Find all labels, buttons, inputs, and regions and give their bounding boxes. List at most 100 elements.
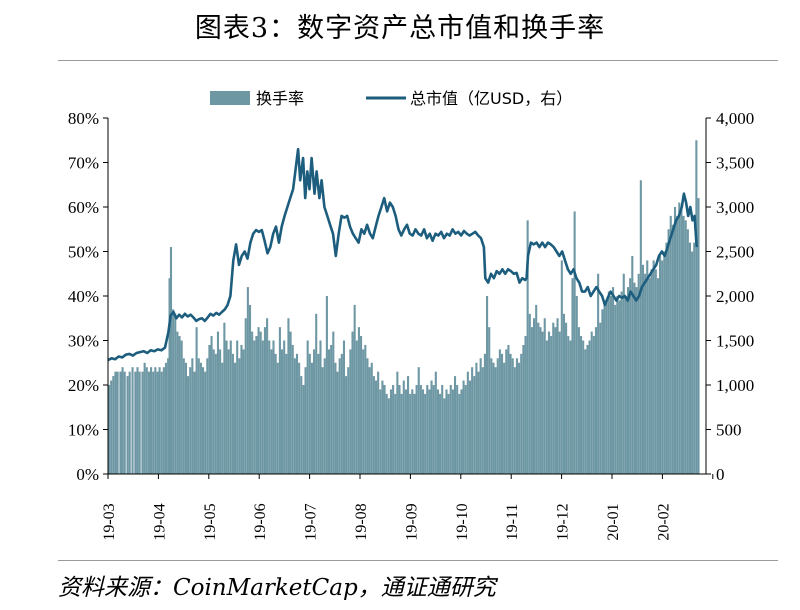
turnover-bar — [695, 140, 698, 474]
turnover-bar — [509, 353, 512, 474]
turnover-bar — [434, 371, 437, 474]
turnover-bar — [362, 349, 365, 474]
turnover-bar — [227, 349, 230, 474]
turnover-bar — [160, 371, 163, 474]
turnover-bar — [261, 340, 264, 474]
turnover-bar — [404, 389, 407, 474]
turnover-bar — [650, 269, 653, 474]
turnover-bar — [669, 215, 672, 474]
turnover-bar — [263, 327, 267, 474]
turnover-bar — [240, 344, 243, 474]
turnover-bar — [219, 349, 222, 474]
turnover-bar — [119, 371, 122, 474]
turnover-bar — [533, 318, 536, 474]
legend-label-turnover: 换手率 — [256, 89, 304, 108]
turnover-bar — [552, 322, 555, 474]
turnover-bar — [682, 215, 685, 474]
turnover-bar — [515, 358, 519, 474]
turnover-bar — [597, 273, 600, 474]
turnover-bar — [385, 393, 388, 474]
turnover-bar — [663, 251, 666, 474]
turnover-bar — [398, 385, 401, 474]
turnover-bar — [488, 327, 491, 474]
turnover-bar — [575, 296, 578, 474]
x-tick-label: 20-02 — [655, 503, 672, 540]
turnover-bar — [321, 367, 324, 474]
turnover-bar — [162, 367, 165, 474]
turnover-bar — [394, 393, 397, 474]
turnover-bar — [644, 273, 647, 474]
turnover-bar — [691, 251, 694, 474]
turnover-bar — [304, 367, 307, 474]
turnover-bar — [483, 353, 486, 474]
turnover-bar — [242, 349, 245, 474]
turnover-bar — [571, 278, 574, 474]
turnover-bar — [259, 331, 262, 474]
turnover-bar — [594, 327, 598, 474]
turnover-bar — [400, 393, 403, 474]
turnover-bar — [688, 242, 692, 474]
turnover-bar — [477, 371, 480, 474]
turnover-bar — [667, 229, 670, 474]
turnover-bar — [407, 376, 410, 474]
turnover-bar — [631, 255, 634, 474]
left-tick-label: 80% — [68, 109, 99, 128]
turnover-bar — [665, 242, 668, 474]
turnover-bar — [251, 331, 254, 474]
turnover-bar — [208, 344, 211, 474]
turnover-bar — [295, 353, 299, 474]
turnover-bar — [396, 371, 399, 474]
right-tick-label: 4,000 — [716, 109, 754, 128]
turnover-bar — [524, 336, 527, 474]
turnover-bar — [315, 313, 318, 474]
turnover-bar — [624, 296, 627, 474]
turnover-bar — [150, 367, 153, 474]
turnover-bar — [449, 385, 452, 474]
left-tick-label: 30% — [68, 332, 99, 351]
turnover-bar — [340, 353, 343, 474]
turnover-bar — [560, 260, 563, 474]
turnover-bar — [121, 367, 124, 474]
turnover-bar — [178, 336, 181, 474]
turnover-bar — [319, 340, 322, 474]
turnover-bar — [306, 340, 309, 474]
turnover-bar — [496, 358, 499, 474]
turnover-bar — [126, 376, 129, 474]
turnover-bar — [189, 367, 192, 474]
turnover-bar — [500, 353, 504, 474]
turnover-bar — [565, 322, 568, 474]
turnover-bar — [152, 371, 155, 474]
turnover-bar — [372, 376, 375, 474]
turnover-bar — [197, 358, 200, 474]
turnover-bar — [387, 398, 390, 474]
turnover-bar — [547, 331, 551, 474]
turnover-bar — [635, 287, 638, 474]
turnover-bar — [439, 393, 442, 474]
turnover-bar — [234, 362, 237, 474]
turnover-bar — [528, 313, 531, 474]
turnover-bar — [257, 327, 260, 474]
turnover-bar — [535, 304, 538, 474]
turnover-bar — [351, 331, 354, 474]
turnover-bar — [622, 273, 625, 474]
turnover-bar — [614, 304, 617, 474]
turnover-bar — [537, 322, 540, 474]
turnover-bar — [556, 318, 559, 474]
turnover-bar — [366, 358, 369, 474]
turnover-bar — [592, 336, 595, 474]
right-tick-label: 3,000 — [716, 198, 754, 217]
turnover-bar — [460, 389, 463, 474]
turnover-bar — [588, 340, 591, 474]
turnover-bar — [272, 340, 275, 474]
turnover-bar — [492, 362, 495, 474]
turnover-bar — [244, 318, 247, 474]
turnover-bar — [214, 353, 217, 474]
turnover-bar — [646, 260, 649, 474]
turnover-bar — [289, 331, 292, 474]
turnover-bar — [486, 296, 489, 474]
turnover-bar — [511, 358, 514, 474]
right-tick-label: 500 — [716, 421, 742, 440]
turnover-bar — [110, 380, 113, 474]
turnover-bar — [468, 380, 472, 474]
turnover-bar — [584, 349, 587, 474]
